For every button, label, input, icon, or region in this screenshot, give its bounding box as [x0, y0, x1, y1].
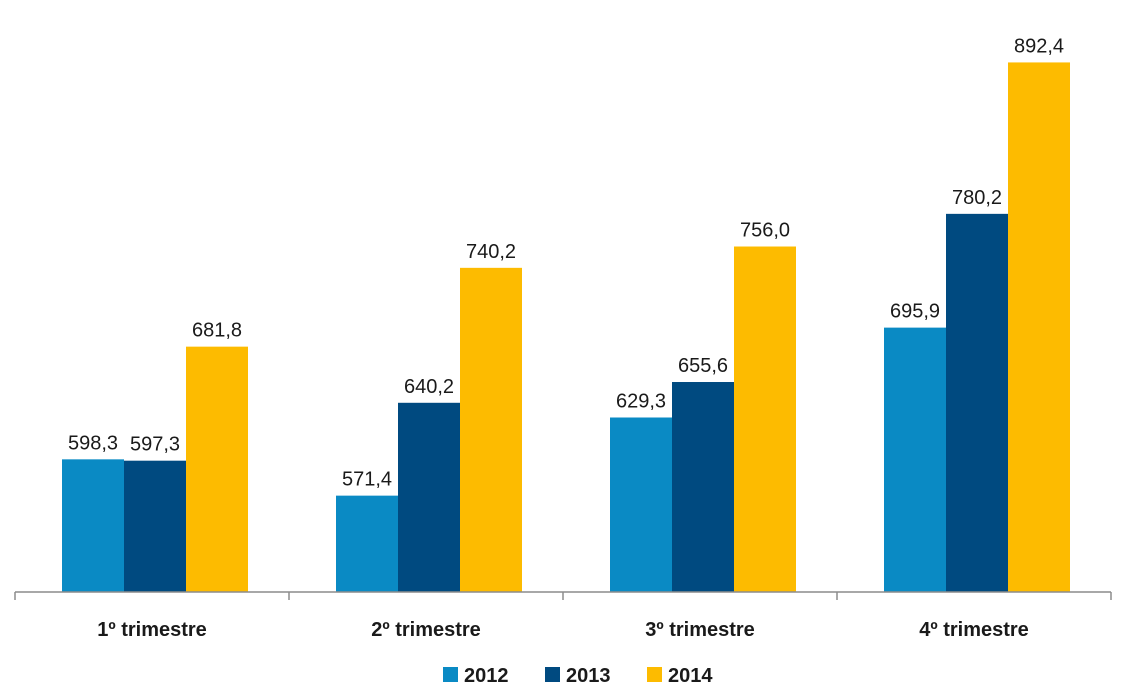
bar-2014-q4 [1008, 62, 1070, 592]
bar-2013-q3 [672, 382, 734, 592]
bar-2012-q1 [62, 459, 124, 592]
value-label-2014-q2: 740,2 [466, 241, 516, 263]
value-label-2013-q2: 640,2 [404, 376, 454, 398]
bar-2014-q3 [734, 246, 796, 592]
legend-label-2012: 2012 [464, 665, 509, 687]
value-label-2012-q3: 629,3 [616, 391, 666, 413]
bar-group [62, 62, 1070, 592]
value-label-2013-q1: 597,3 [130, 434, 180, 456]
value-label-2012-q4: 695,9 [890, 301, 940, 323]
legend: 2012 2013 2014 [443, 665, 713, 687]
value-label-2012-q2: 571,4 [342, 469, 392, 491]
value-label-2012-q1: 598,3 [68, 432, 118, 454]
category-label-4-trimestre: 4º trimestre [919, 619, 1029, 641]
legend-label-2014: 2014 [668, 665, 713, 687]
bar-2013-q4 [946, 213, 1008, 592]
value-label-2014-q4: 892,4 [1014, 35, 1064, 57]
legend-swatch-2014 [647, 667, 662, 682]
value-label-group: 598,3 597,3 681,8 571,4 640,2 740,2 629,3 655,6… [68, 35, 1064, 490]
legend-swatch-2012 [443, 667, 458, 682]
category-label-3-trimestre: 3º trimestre [645, 619, 755, 641]
bar-2012-q3 [610, 417, 672, 592]
bar-2014-q2 [460, 267, 522, 592]
value-label-2014-q1: 681,8 [192, 320, 242, 342]
legend-label-2013: 2013 [566, 665, 611, 687]
bar-2014-q1 [186, 346, 248, 592]
value-label-2013-q4: 780,2 [952, 187, 1002, 209]
category-label-2-trimestre: 2º trimestre [371, 619, 481, 641]
bar-2013-q2 [398, 402, 460, 592]
x-axis [14, 591, 1112, 600]
legend-swatch-2013 [545, 667, 560, 682]
bar-2012-q4 [884, 327, 946, 592]
category-label-group: 1º trimestre 2º trimestre 3º trimestre 4º t… [97, 619, 1029, 641]
category-label-1-trimestre: 1º trimestre [97, 619, 207, 641]
value-label-2014-q3: 756,0 [740, 220, 790, 242]
bar-2013-q1 [124, 460, 186, 592]
value-label-2013-q3: 655,6 [678, 355, 728, 377]
bar-2012-q2 [336, 495, 398, 592]
